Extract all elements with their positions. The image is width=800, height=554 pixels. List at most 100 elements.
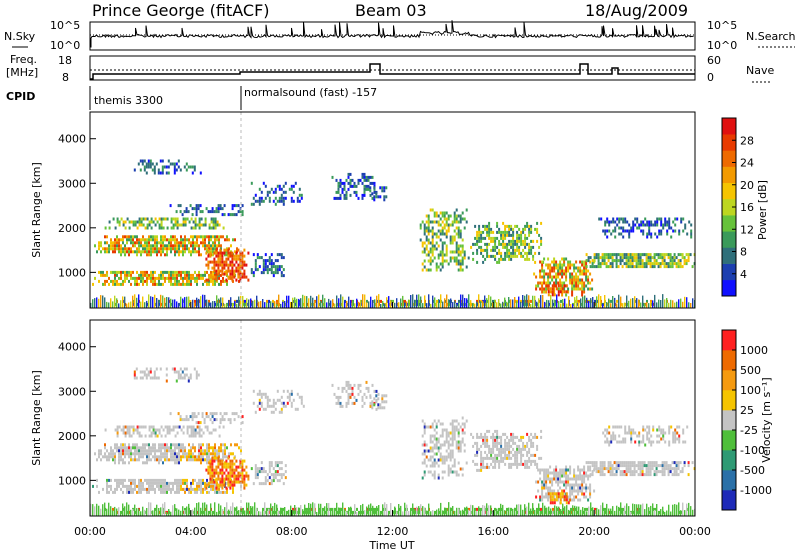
heatmap-cell	[553, 477, 556, 481]
heatmap-cell	[474, 462, 477, 466]
heatmap-cell	[502, 236, 505, 240]
heatmap-cell	[385, 400, 388, 404]
heatmap-cell	[198, 484, 200, 488]
heatmap-cell	[502, 450, 505, 454]
heatmap-cell	[104, 282, 106, 286]
heatmap-cell	[215, 480, 218, 484]
heatmap-cell	[188, 270, 190, 274]
heatmap-cell	[215, 418, 218, 422]
heatmap-cell	[194, 446, 196, 450]
heatmap-cell	[217, 254, 220, 258]
heatmap-cell	[553, 263, 556, 267]
heatmap-cell	[244, 302, 246, 308]
heatmap-cell	[222, 235, 224, 239]
heatmap-cell	[150, 247, 152, 251]
heatmap-cell	[195, 421, 198, 425]
heatmap-cell	[229, 418, 232, 422]
heatmap-cell	[551, 266, 554, 270]
heatmap-cell	[539, 468, 542, 472]
heatmap-cell	[176, 223, 179, 227]
heatmap-cell	[198, 425, 201, 429]
heatmap-cell	[456, 303, 458, 308]
heatmap-cell	[320, 300, 322, 308]
heatmap-cell	[144, 434, 147, 438]
nsky-tick-low: 10^0	[50, 39, 80, 52]
heatmap-cell	[482, 254, 485, 258]
heatmap-cell	[158, 443, 160, 447]
heatmap-cell	[504, 297, 506, 308]
heatmap-cell	[100, 295, 102, 308]
heatmap-cell	[148, 487, 150, 491]
heatmap-cell	[671, 473, 674, 477]
heatmap-cell	[510, 438, 513, 442]
heatmap-cell	[679, 262, 682, 266]
heatmap-cell	[108, 484, 110, 488]
heatmap-cell	[110, 487, 112, 491]
heatmap-cell	[210, 217, 213, 221]
heatmap-cell	[192, 481, 194, 485]
heatmap-cell	[433, 247, 436, 251]
heatmap-cell	[337, 386, 340, 390]
heatmap-cell	[278, 467, 281, 471]
heatmap-cell	[571, 263, 574, 267]
heatmap-cell	[461, 217, 464, 221]
heatmap-cell	[640, 223, 643, 227]
heatmap-cell	[551, 480, 554, 484]
heatmap-cell	[536, 301, 538, 308]
heatmap-cell	[476, 301, 478, 308]
heatmap-cell	[161, 165, 164, 169]
heatmap-cell	[561, 290, 564, 294]
heatmap-cell	[433, 470, 436, 474]
heatmap-cell	[176, 443, 178, 447]
heatmap-cell	[174, 270, 176, 274]
heatmap-cell	[648, 437, 651, 441]
heatmap-cell	[290, 401, 293, 405]
heatmap-cell	[116, 238, 118, 242]
heatmap-cell	[435, 437, 438, 441]
heatmap-cell	[184, 487, 186, 491]
heatmap-cell	[300, 401, 303, 405]
heatmap-cell	[453, 235, 456, 239]
heatmap-cell	[498, 459, 501, 463]
heatmap-cell	[136, 282, 138, 286]
heatmap-cell	[524, 242, 527, 246]
heatmap-cell	[154, 458, 156, 462]
heatmap-cell	[194, 434, 197, 438]
heatmap-cell	[140, 425, 143, 429]
heatmap-cell	[609, 262, 612, 266]
heatmap-cell	[136, 458, 138, 462]
heatmap-cell	[140, 481, 142, 485]
heatmap-cell	[218, 425, 221, 429]
heatmap-cell	[177, 412, 180, 416]
colorbar-segment	[722, 166, 736, 184]
heatmap-cell	[132, 220, 135, 224]
heatmap-cell	[102, 270, 104, 274]
heatmap-cell	[549, 263, 552, 267]
heatmap-cell	[449, 458, 452, 462]
heatmap-cell	[217, 269, 220, 273]
heatmap-cell	[218, 244, 220, 248]
heatmap-cell	[224, 303, 226, 308]
heatmap-cell	[258, 407, 261, 411]
heatmap-cell	[284, 190, 287, 194]
heatmap-cell	[223, 418, 226, 422]
heatmap-cell	[646, 425, 649, 429]
heatmap-cell	[662, 437, 665, 441]
heatmap-cell	[300, 398, 303, 402]
heatmap-cell	[573, 477, 576, 481]
heatmap-cell	[274, 401, 277, 405]
heatmap-cell	[215, 275, 218, 279]
heatmap-cell	[569, 266, 572, 270]
heatmap-cell	[122, 481, 124, 485]
heatmap-cell	[453, 211, 456, 215]
heatmap-cell	[629, 461, 632, 465]
heatmap-cell	[114, 455, 116, 459]
heatmap-cell	[421, 443, 424, 447]
heatmap-cell	[184, 220, 187, 224]
heatmap-cell	[668, 431, 671, 435]
heatmap-cell	[191, 207, 194, 211]
heatmap-cell	[157, 171, 160, 175]
heatmap-cell	[599, 473, 602, 477]
heatmap-cell	[190, 425, 193, 429]
heatmap-cell	[530, 444, 533, 448]
